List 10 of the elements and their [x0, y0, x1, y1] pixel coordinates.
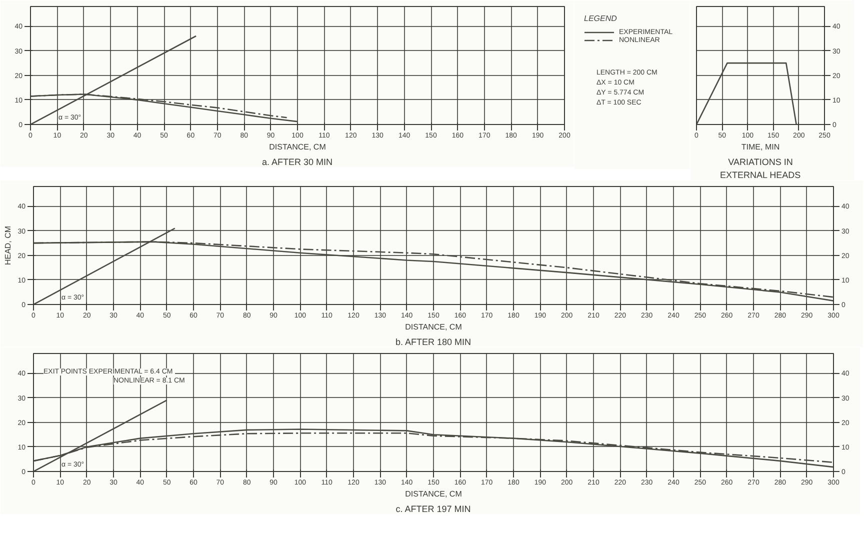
text: c. AFTER 197 MIN — [396, 504, 471, 514]
legend-title: LEGEND — [584, 14, 618, 23]
x-axis-title: DISTANCE, CM — [269, 142, 326, 152]
x-axis-title: TIME, MIN — [741, 142, 780, 152]
y-axis-title: HEAD, CM — [4, 226, 13, 266]
text: VARIATIONS IN EXTERNAL HEADS — [720, 157, 801, 180]
x-axis-title: DISTANCE, CM — [405, 322, 462, 332]
text: a. AFTER 30 MIN — [262, 157, 333, 167]
x-axis-title: DISTANCE, CM — [405, 490, 462, 498]
text: b. AFTER 180 MIN — [395, 337, 472, 347]
